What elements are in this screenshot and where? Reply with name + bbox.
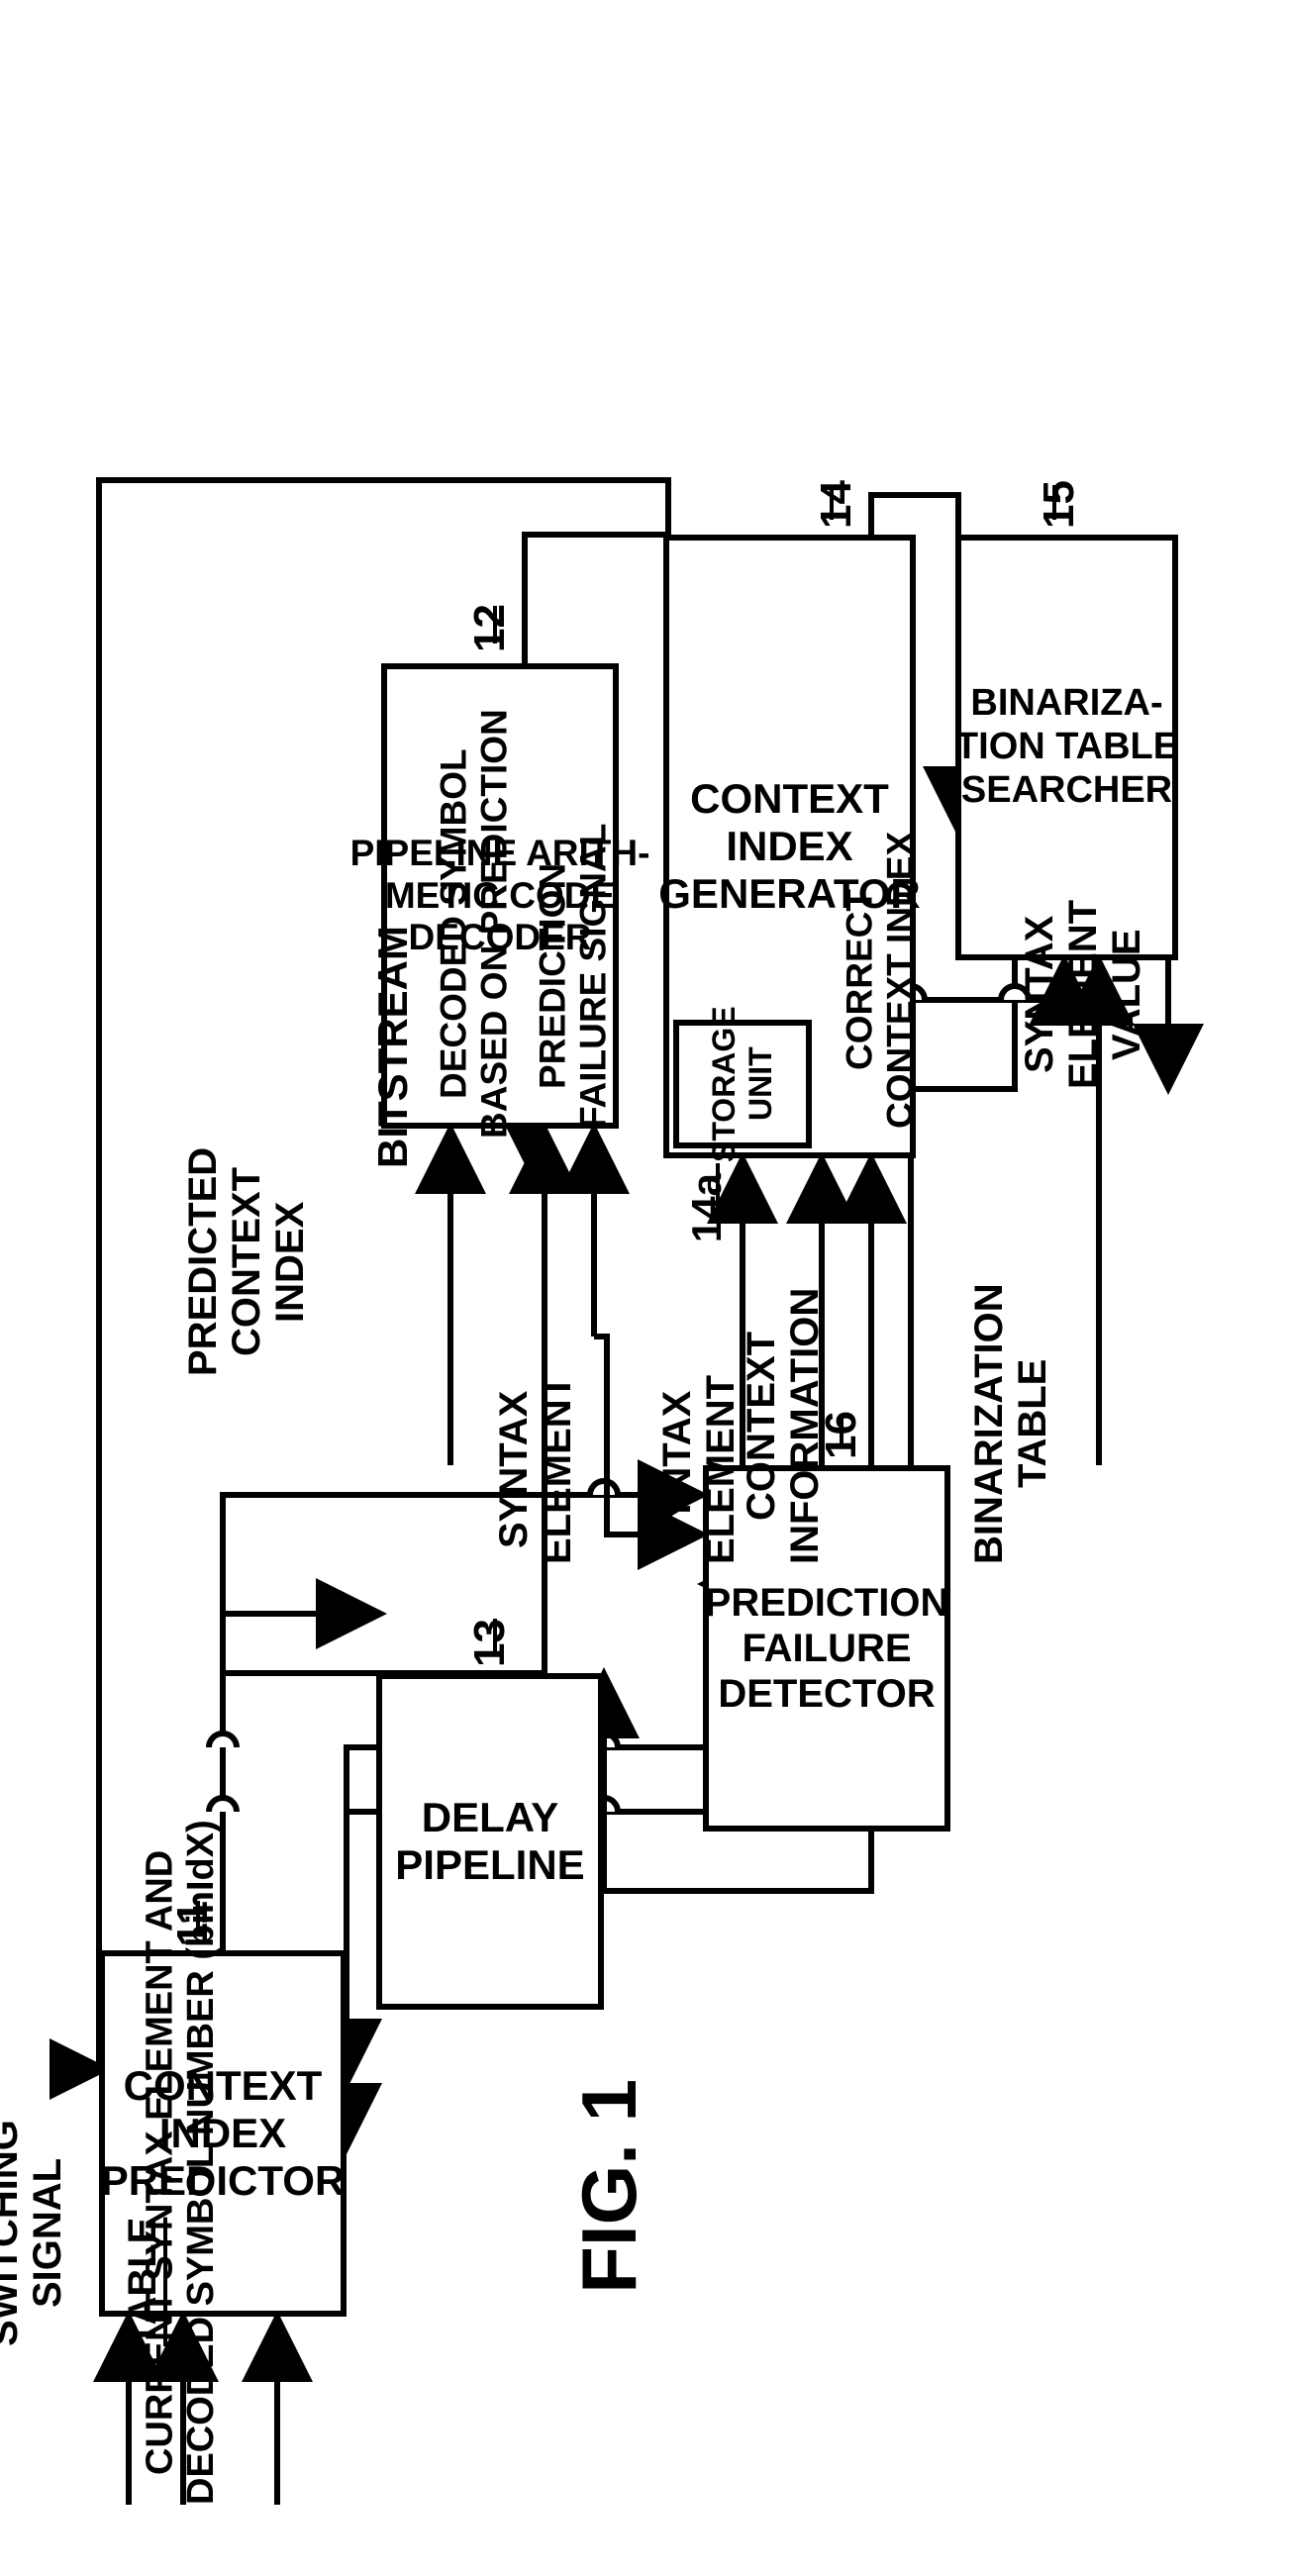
edge-4 xyxy=(223,1614,381,1673)
edge-17 xyxy=(911,960,1015,1089)
hop xyxy=(590,1481,618,1495)
node-label: PREDICTION FAILURE DETECTOR xyxy=(705,1580,949,1717)
label-predfail: PREDICTION FAILURE SIGNAL xyxy=(534,824,614,1129)
hop xyxy=(209,1734,237,1747)
label-bintable: BINARIZATION TABLE xyxy=(967,1283,1054,1564)
label-sevalue: SYNTAX ELEMENT VALUE xyxy=(1018,900,1148,1089)
label-bitstream: BITSTREAM xyxy=(370,926,416,1168)
refnum-12: 12 xyxy=(465,604,515,652)
node-label: BINARIZA- TION TABLE SEARCHER xyxy=(955,682,1178,812)
label-syntax: SYNTAX ELEMENT xyxy=(492,1375,579,1564)
node-label: STORAGE UNIT xyxy=(706,1006,779,1162)
hop xyxy=(209,1798,237,1812)
node-storage: STORAGE UNIT xyxy=(673,1020,812,1148)
refnum-11: 11 xyxy=(168,1901,218,1947)
refnum-14a: 14a xyxy=(683,1173,731,1242)
label-predicted: PREDICTED CONTEXT INDEX xyxy=(181,1147,312,1376)
node-delay: DELAY PIPELINE xyxy=(376,1673,604,2010)
node-label: DELAY PIPELINE xyxy=(395,1794,584,1890)
label-switching: SWITCHING SIGNAL xyxy=(0,2120,69,2346)
label-decoded: DECODED SYMBOL BASED ON PREDICTION xyxy=(435,709,515,1139)
label-correct: CORRECT CONTEXT INDEX xyxy=(841,832,921,1129)
node-searcher: BINARIZA- TION TABLE SEARCHER xyxy=(955,535,1178,960)
edge-5 xyxy=(223,1495,703,1673)
label-syntax2: SYNTAX ELEMENT xyxy=(655,1375,743,1564)
refnum-15: 15 xyxy=(1035,480,1084,529)
label-ctxinfo: CONTEXT INFORMATION xyxy=(740,1288,827,1564)
diagram-canvas: CONTEXT INDEX PREDICTORPIPELINE ARITH- M… xyxy=(50,50,1238,2525)
refnum-14: 14 xyxy=(812,480,861,529)
node-label: CONTEXT INDEX PREDICTOR xyxy=(101,2062,346,2206)
refnum-13: 13 xyxy=(465,1619,515,1667)
figure-label: FIG. 1 xyxy=(564,2079,654,2294)
refnum-16: 16 xyxy=(817,1411,866,1459)
